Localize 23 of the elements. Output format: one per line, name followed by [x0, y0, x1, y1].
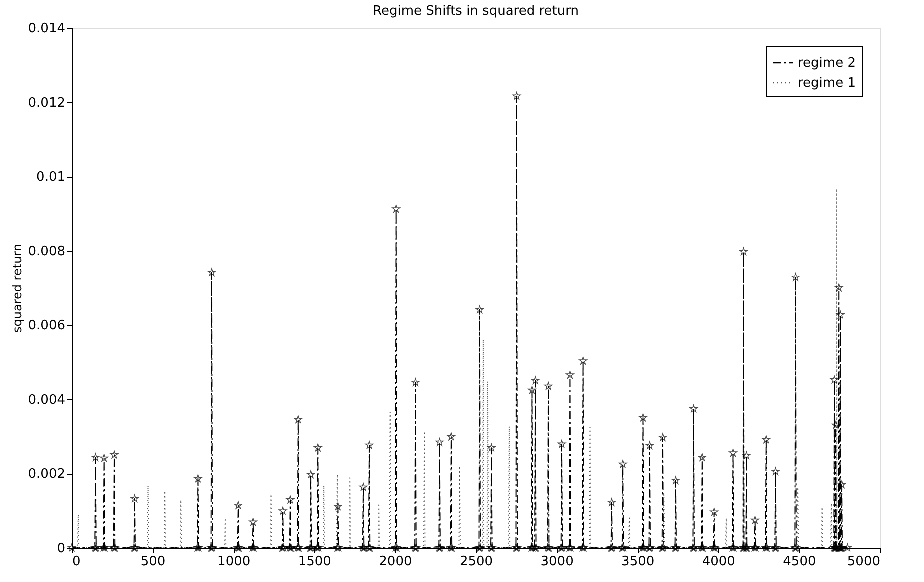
y-axis-title: squared return	[10, 244, 24, 334]
x-tick-label: 3500	[622, 554, 655, 570]
y-tick-label: 0	[57, 542, 66, 556]
x-tick-label: 1000	[218, 554, 251, 570]
y-tick-label: 0.006	[28, 318, 66, 334]
x-tick-label: 2000	[379, 554, 412, 570]
x-tick-label: 4500	[783, 554, 816, 570]
y-tick-label: 0.014	[28, 22, 66, 36]
x-tick-label: 5000	[847, 554, 880, 570]
legend-label: regime 2	[798, 56, 856, 71]
y-tick-label: 0.004	[28, 392, 66, 408]
x-tick-label: 500	[140, 554, 166, 570]
chart-title: Regime Shifts in squared return	[373, 4, 579, 19]
y-tick-label: 0.012	[28, 96, 66, 111]
y-tick-label: 0.008	[28, 244, 66, 260]
legend-label: regime 1	[798, 76, 856, 91]
x-tick-label: 3000	[540, 554, 574, 570]
x-tick-label: 0	[72, 554, 81, 570]
x-tick-label: 4000	[702, 554, 736, 570]
y-tick-label: 0.002	[28, 467, 66, 482]
x-tick-label: 2500	[460, 554, 494, 570]
y-tick-label: 0.01	[36, 170, 66, 186]
x-tick-label: 1500	[298, 554, 332, 570]
